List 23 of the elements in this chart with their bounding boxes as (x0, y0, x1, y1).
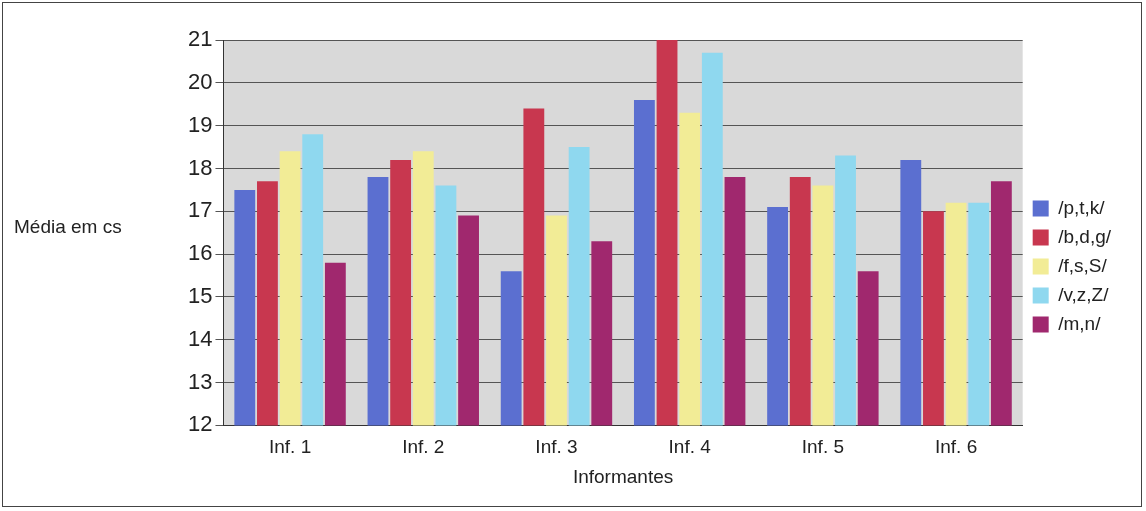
x-tick-label: Inf. 2 (402, 436, 445, 458)
y-tick-label: 15 (187, 283, 213, 308)
legend-label: /m,n/ (1058, 312, 1102, 334)
x-tick-label: Inf. 4 (668, 436, 712, 458)
y-tick-label: 20 (187, 68, 213, 94)
x-tick-label: Inf. 1 (268, 436, 312, 458)
y-tick-label: 13 (187, 368, 213, 394)
legend-label: /v,z,Z/ (1058, 283, 1110, 305)
y-tick-label: 16 (187, 240, 213, 266)
legend-label: /f,s,S/ (1058, 254, 1108, 276)
y-tick-label: 21 (187, 26, 213, 52)
y-tick-label: 19 (187, 111, 213, 137)
legend-label: /b,d,g/ (1058, 225, 1112, 247)
y-tick-label: 17 (187, 197, 213, 223)
x-axis-title: Informantes (572, 465, 674, 487)
x-tick-label: Inf. 3 (535, 436, 578, 458)
x-tick-label: Inf. 5 (801, 436, 845, 458)
y-tick-label: 18 (187, 154, 213, 180)
x-tick-label: Inf. 6 (934, 436, 978, 458)
y-tick-label: 12 (187, 411, 213, 437)
legend-label: /p,t,k/ (1058, 196, 1106, 218)
y-axis-title: Média em cs (14, 216, 122, 238)
y-tick-label: 14 (187, 325, 213, 351)
